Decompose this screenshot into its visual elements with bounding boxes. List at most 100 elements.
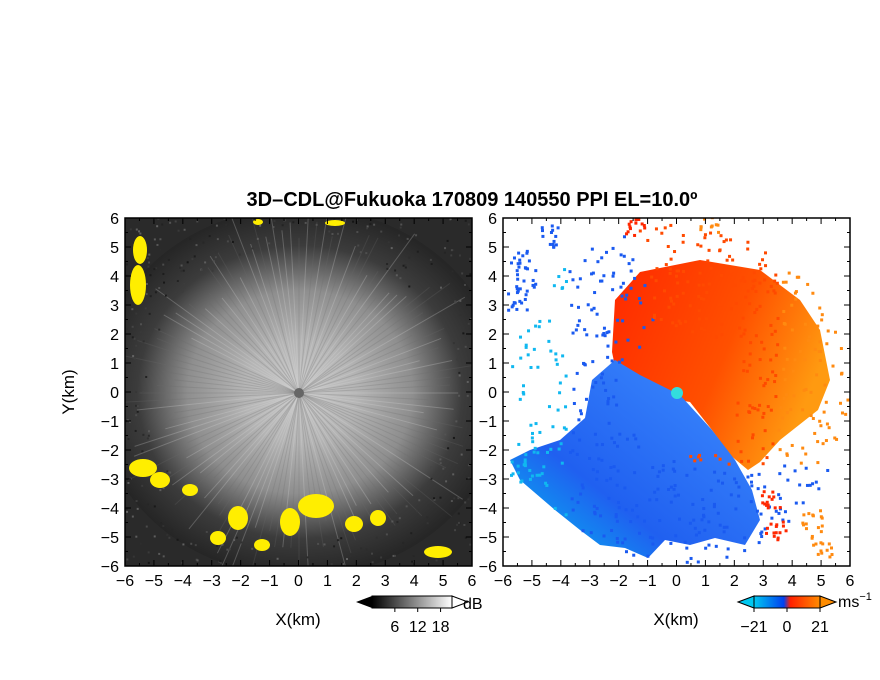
velocity-pixel: [524, 345, 528, 349]
echo-streak: [173, 392, 300, 414]
velocity-pixel: [745, 369, 749, 373]
velocity-pixel: [551, 228, 555, 232]
velocity-pixel: [621, 319, 625, 323]
noise-pixel: [153, 238, 156, 241]
noise-pixel: [463, 523, 466, 526]
noise-pixel: [458, 394, 461, 397]
velocity-pixel: [758, 262, 762, 266]
echo-streak: [298, 392, 324, 548]
velocity-pixel: [809, 414, 813, 418]
noise-pixel: [449, 218, 452, 221]
velocity-pixel: [776, 536, 780, 540]
velocity-pixel: [612, 271, 616, 275]
velocity-pixel: [526, 353, 530, 357]
noise-pixel: [411, 560, 414, 563]
noise-pixel: [331, 233, 334, 236]
velocity-pixel: [804, 527, 808, 531]
velocity-pixel: [725, 555, 729, 559]
noise-pixel: [219, 560, 222, 563]
noise-pixel: [359, 251, 362, 254]
noise-pixel: [404, 266, 407, 269]
noise-pixel: [466, 394, 469, 397]
echo-streak: [298, 392, 309, 566]
echo-streak: [298, 392, 357, 521]
velocity-pixel: [519, 335, 523, 339]
noise-pixel: [156, 225, 159, 228]
x-axis-label-right: X(km): [653, 610, 698, 629]
velocity-pixel: [600, 458, 604, 462]
velocity-pixel: [805, 483, 809, 487]
velocity-pixel: [763, 278, 767, 282]
velocity-pixel: [525, 249, 529, 253]
velocity-pixel: [667, 305, 671, 309]
velocity-pixel: [759, 267, 763, 271]
noise-pixel: [454, 300, 457, 303]
noise-pixel: [191, 258, 194, 261]
echo-streak: [250, 243, 300, 394]
velocity-pixel: [620, 358, 624, 362]
velocity-pixel: [616, 318, 620, 322]
noise-pixel: [457, 497, 460, 500]
noise-pixel: [133, 357, 136, 360]
velocity-pixel: [646, 238, 650, 242]
noise-pixel: [450, 249, 453, 252]
velocity-pixel: [518, 287, 522, 291]
velocity-pixel: [674, 274, 678, 278]
velocity-pixel: [801, 521, 805, 525]
velocity-pixel: [785, 411, 789, 415]
echo-streak: [170, 358, 300, 394]
velocity-pixel: [629, 220, 633, 224]
velocity-pixel: [749, 500, 753, 504]
velocity-pixel: [625, 437, 629, 441]
noise-pixel: [182, 543, 185, 546]
velocity-pixel: [714, 335, 718, 339]
velocity-pixel: [669, 541, 673, 545]
echo-streak: [204, 308, 300, 394]
noise-pixel: [142, 391, 145, 394]
velocity-pixel: [548, 242, 552, 246]
velocity-pixel: [669, 500, 673, 504]
echo-streak: [165, 392, 300, 430]
echo-streak: [298, 392, 449, 451]
velocity-pixel: [818, 306, 822, 310]
velocity-pixel: [773, 380, 777, 384]
velocity-pixel: [761, 415, 765, 419]
velocity-pixel: [602, 331, 606, 335]
colorbar-ramp: [753, 595, 821, 609]
velocity-pixel: [720, 303, 724, 307]
velocity-pixel: [700, 518, 704, 522]
velocity-pixel: [839, 347, 843, 351]
velocity-pixel: [650, 275, 654, 279]
velocity-pixel: [527, 329, 531, 333]
velocity-pixel: [804, 452, 808, 456]
velocity-pixel: [751, 279, 755, 283]
velocity-pixel: [698, 271, 702, 275]
velocity-pixel: [821, 442, 825, 446]
noise-pixel: [272, 226, 275, 229]
noise-pixel: [386, 263, 389, 266]
velocity-pixel: [734, 507, 738, 511]
noise-pixel: [317, 542, 320, 545]
velocity-pixel: [619, 253, 623, 257]
noise-pixel: [132, 555, 135, 558]
velocity-pixel: [716, 223, 720, 227]
velocity-pixel: [748, 363, 752, 367]
velocity-pixel: [529, 365, 533, 369]
velocity-pixel: [523, 458, 527, 462]
velocity-pixel: [762, 411, 766, 415]
noise-pixel: [458, 374, 461, 377]
noise-pixel: [416, 510, 419, 513]
velocity-pixel: [749, 480, 753, 484]
noise-pixel: [268, 242, 271, 245]
echo-streak: [298, 392, 346, 566]
velocity-pixel: [799, 461, 803, 465]
y-tick-label: 1: [110, 356, 119, 373]
noise-pixel: [391, 520, 394, 523]
velocity-pixel: [606, 400, 610, 404]
velocity-pixel: [563, 268, 567, 272]
velocity-pixel: [548, 319, 552, 323]
echo-streak: [298, 327, 445, 394]
noise-pixel: [133, 337, 136, 340]
velocity-pixel: [748, 352, 752, 356]
noise-pixel: [176, 279, 179, 282]
